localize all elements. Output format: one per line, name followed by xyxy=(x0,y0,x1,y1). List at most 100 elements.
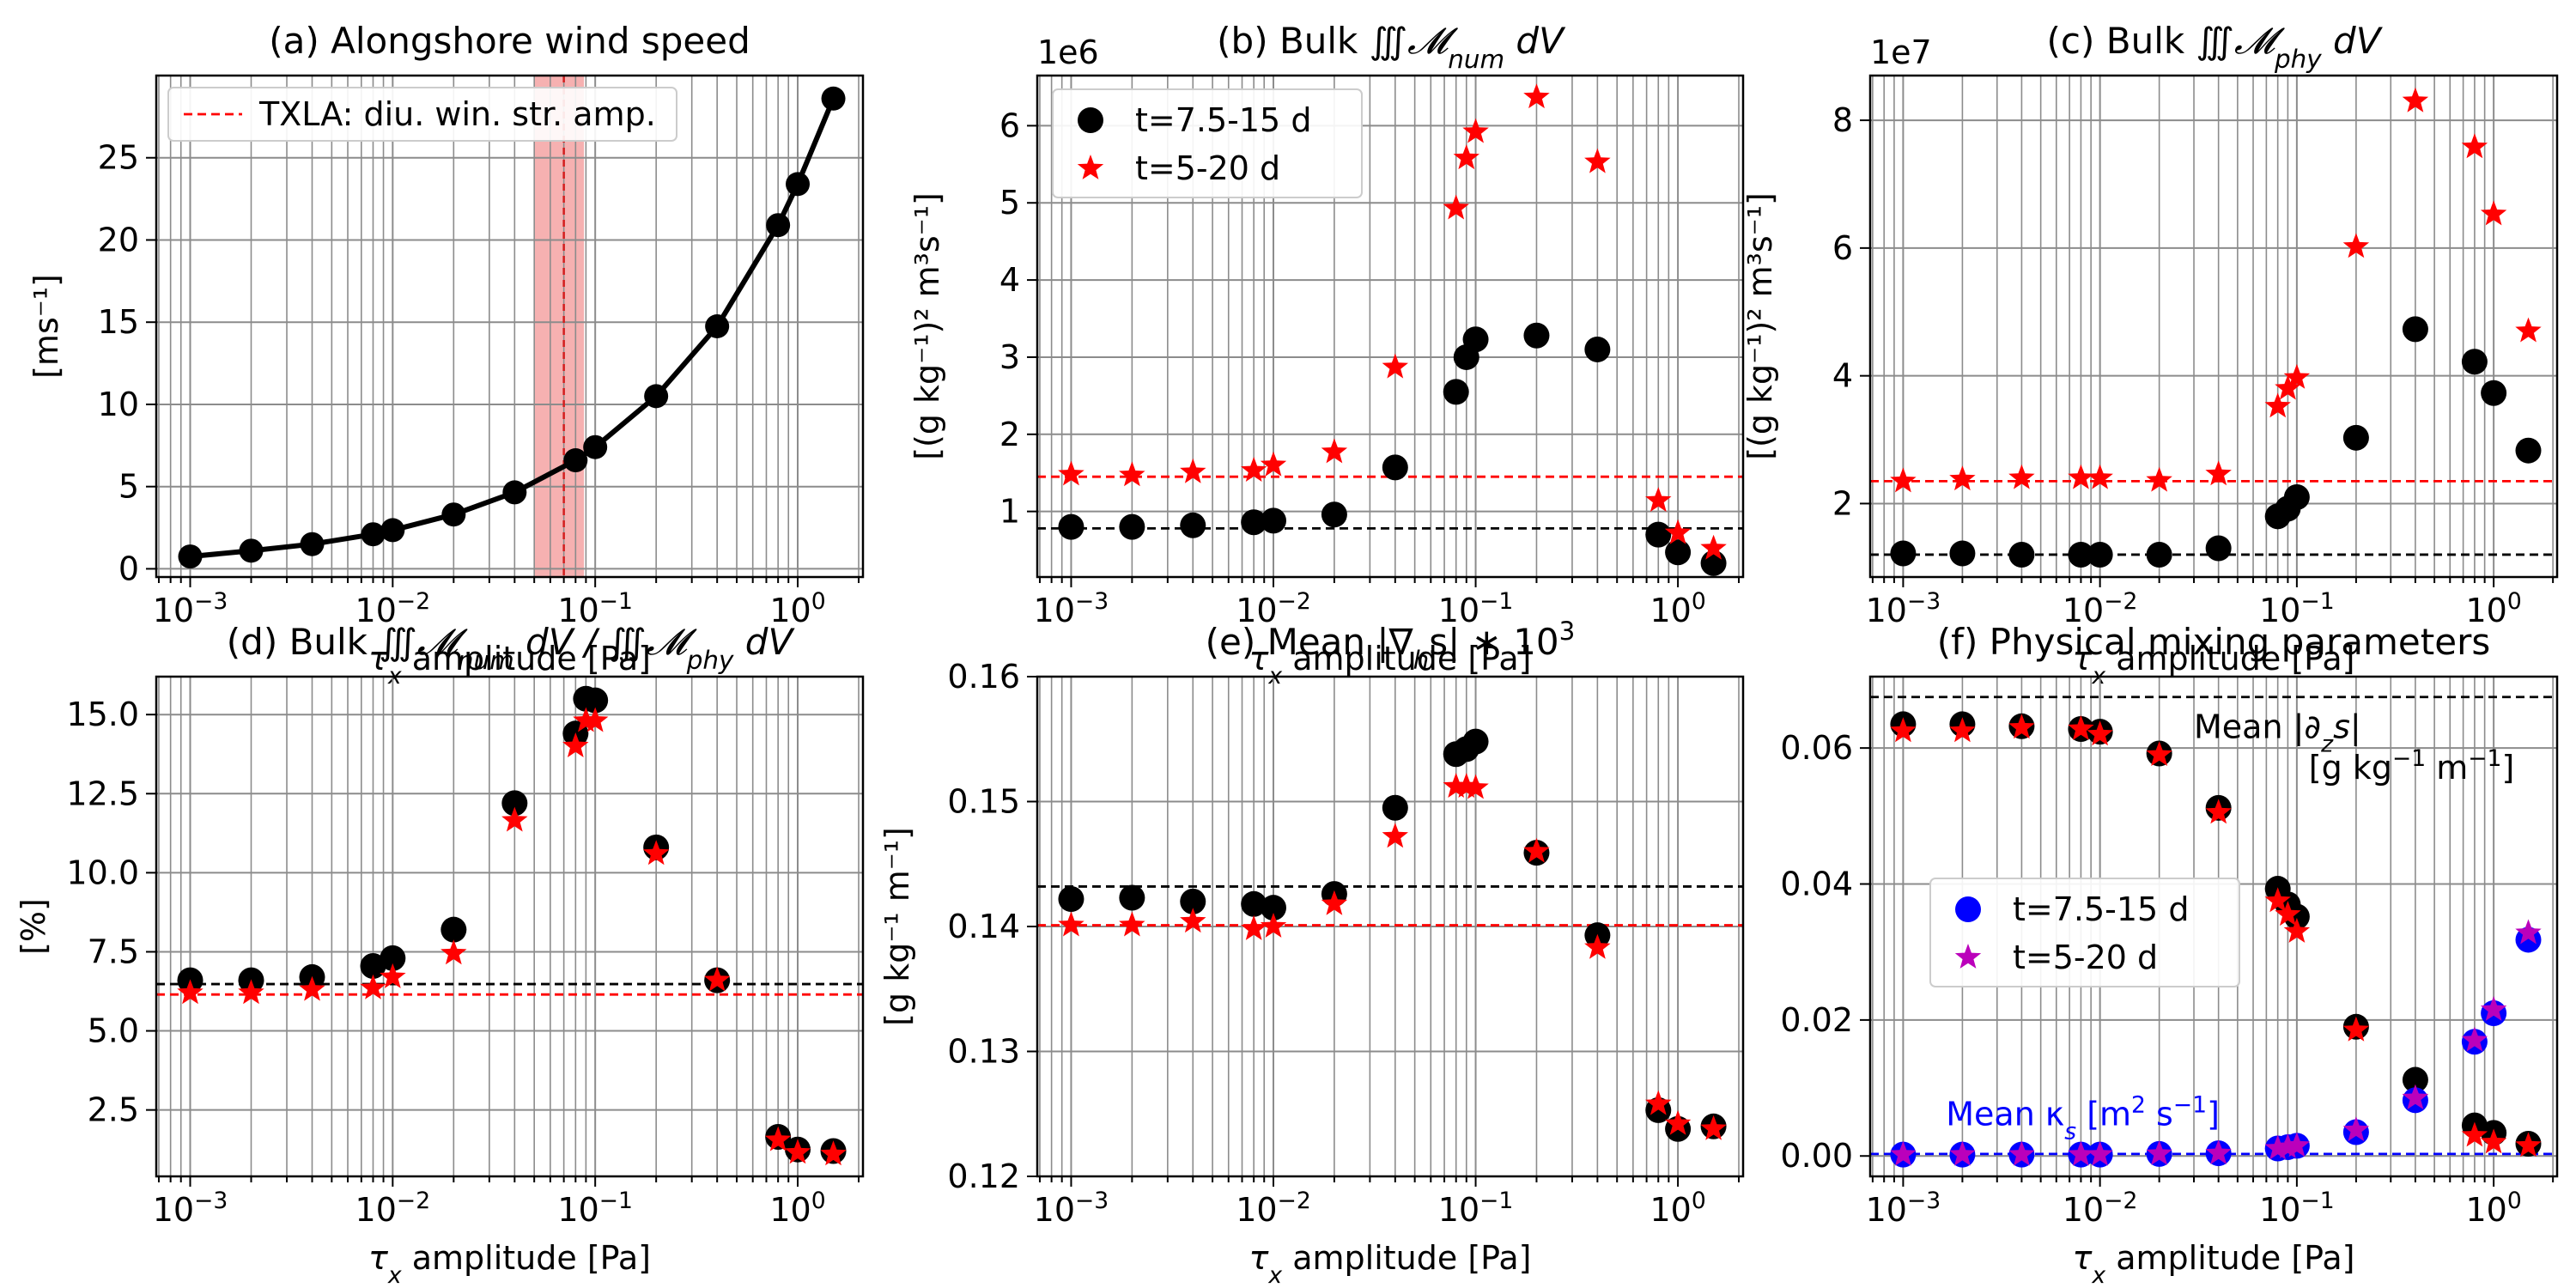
y-tick-label: 6 xyxy=(999,106,1020,144)
data-point xyxy=(1443,379,1469,405)
data-point xyxy=(1180,888,1206,914)
y-tick-label: 10 xyxy=(98,386,139,423)
panel-b: 10−3 10−2 10−1 100 τx amplitude [Pa] 1 2 3 4 5 6 1e… xyxy=(908,20,1745,690)
x-tick-label: 100 xyxy=(769,1188,825,1230)
panel-title: (f) Physical mixing parameters xyxy=(1937,621,2490,663)
x-tick-label: 10−1 xyxy=(557,1188,633,1230)
data-point xyxy=(644,384,669,409)
x-tick-label: 10−2 xyxy=(2063,1188,2138,1230)
y-tick-label: 15 xyxy=(98,303,139,341)
legend: t=7.5-15 d t=5-20 d xyxy=(1052,88,1363,198)
data-point xyxy=(2402,1066,2428,1093)
y-tick-label: 15.0 xyxy=(66,696,139,733)
data-point xyxy=(440,939,467,965)
data-point xyxy=(1382,823,1408,848)
data-point xyxy=(2087,720,2113,746)
series-c-0 xyxy=(1890,316,2542,568)
data-point xyxy=(1584,148,1611,173)
data-point xyxy=(2205,799,2232,824)
axes-frame xyxy=(1036,74,1745,579)
data-point xyxy=(2264,1134,2291,1160)
annotation-units: [g kg−1 m−1] xyxy=(2309,744,2515,787)
data-point xyxy=(1700,534,1727,560)
data-point xyxy=(1321,438,1348,464)
y-axis: 0.00 0.02 0.04 0.06 xyxy=(1780,729,1870,1175)
data-point xyxy=(2264,392,2291,418)
y-tick-label: 6 xyxy=(1832,229,1853,267)
panel-title: (c) Bulk ∭𝓜phy dV xyxy=(2047,20,2384,74)
y-axis-label: [ms⁻¹] xyxy=(27,274,65,379)
data-point xyxy=(239,538,264,563)
data-point xyxy=(1645,1090,1672,1115)
panel-f: 10−3 10−2 10−1 100 τx amplitude [Pa] 0.00 0.02… xyxy=(1780,621,2559,1288)
series-f-3 xyxy=(1890,919,2542,1166)
data-point xyxy=(2283,363,2311,389)
x-axis: 10−3 10−2 10−1 100 τx amplitude [Pa] xyxy=(153,577,860,690)
x-tick-label: 10−1 xyxy=(2259,588,2335,630)
x-tick-label: 10−2 xyxy=(355,588,431,630)
x-tick-label: 10−1 xyxy=(2259,1188,2335,1230)
data-point xyxy=(2008,464,2035,489)
x-tick-label: 10−2 xyxy=(2063,588,2138,630)
data-point xyxy=(501,790,528,817)
data-point xyxy=(380,945,406,971)
data-point xyxy=(1700,1115,1727,1140)
x-tick-label: 100 xyxy=(1649,588,1705,630)
y-tick-label: 0.00 xyxy=(1780,1137,1853,1175)
data-point xyxy=(2205,460,2232,486)
y-axis-label: [%] xyxy=(15,898,52,955)
plot-area-d xyxy=(156,677,863,1176)
data-point xyxy=(1584,336,1611,362)
panel-title: (a) Alongshore wind speed xyxy=(269,20,750,62)
data-point xyxy=(1241,890,1267,917)
legend-label: t=7.5-15 d xyxy=(2013,890,2189,928)
data-point xyxy=(563,448,588,473)
data-point xyxy=(1321,890,1348,915)
data-point xyxy=(2402,87,2429,112)
data-point xyxy=(2283,917,2311,943)
y-tick-label: 1 xyxy=(999,493,1020,531)
data-point xyxy=(360,974,386,999)
plot-area-c xyxy=(1870,76,2557,577)
data-point xyxy=(1523,83,1550,109)
data-point xyxy=(1453,144,1479,170)
data-point xyxy=(1462,118,1489,143)
panel-d: 10−3 10−2 10−1 100 τx amplitude [Pa] 2.5 5.0 7.… xyxy=(15,621,865,1288)
series-d-0 xyxy=(177,685,847,1164)
data-point xyxy=(2461,1026,2488,1052)
data-point xyxy=(1462,728,1489,755)
x-axis-label: τx amplitude [Pa] xyxy=(368,1239,651,1288)
data-point xyxy=(2087,464,2113,489)
y-tick-label: 0.13 xyxy=(947,1033,1020,1071)
data-point xyxy=(2087,541,2113,568)
data-point xyxy=(1058,513,1084,540)
data-point xyxy=(2480,996,2507,1021)
axes-frame xyxy=(1868,675,2559,1178)
y-axis: 0.12 0.13 0.14 0.15 0.16 [g kg⁻¹ m⁻¹] xyxy=(878,658,1037,1195)
series-e-1 xyxy=(1058,773,1727,1140)
data-point xyxy=(562,732,589,757)
data-point xyxy=(582,687,609,714)
x-axis: 10−3 10−2 10−1 100 τx amplitude [Pa] xyxy=(153,1176,860,1288)
y-tick-label: 0.12 xyxy=(947,1157,1020,1195)
data-point xyxy=(1058,460,1084,486)
data-point xyxy=(2146,466,2172,492)
y-tick-label: 5 xyxy=(999,184,1020,222)
grid xyxy=(1870,76,2557,577)
data-point xyxy=(1645,521,1672,548)
y-tick-label: 3 xyxy=(999,338,1020,376)
data-point xyxy=(502,480,527,505)
x-tick-label: 100 xyxy=(2465,1188,2521,1230)
data-point xyxy=(1664,1109,1692,1135)
data-point xyxy=(705,314,730,338)
x-tick-label: 10−3 xyxy=(1866,1188,1941,1230)
x-axis: 10−3 10−2 10−1 100 τx amplitude [Pa] xyxy=(1034,577,1741,690)
plot-area-e xyxy=(1037,677,1743,1176)
data-point xyxy=(2264,887,2291,913)
data-point xyxy=(1890,1140,1917,1166)
y-tick-label: 2 xyxy=(999,416,1020,453)
data-point xyxy=(1645,487,1672,512)
y-tick-label: 12.5 xyxy=(66,775,139,812)
series-f-1 xyxy=(1890,714,2542,1157)
